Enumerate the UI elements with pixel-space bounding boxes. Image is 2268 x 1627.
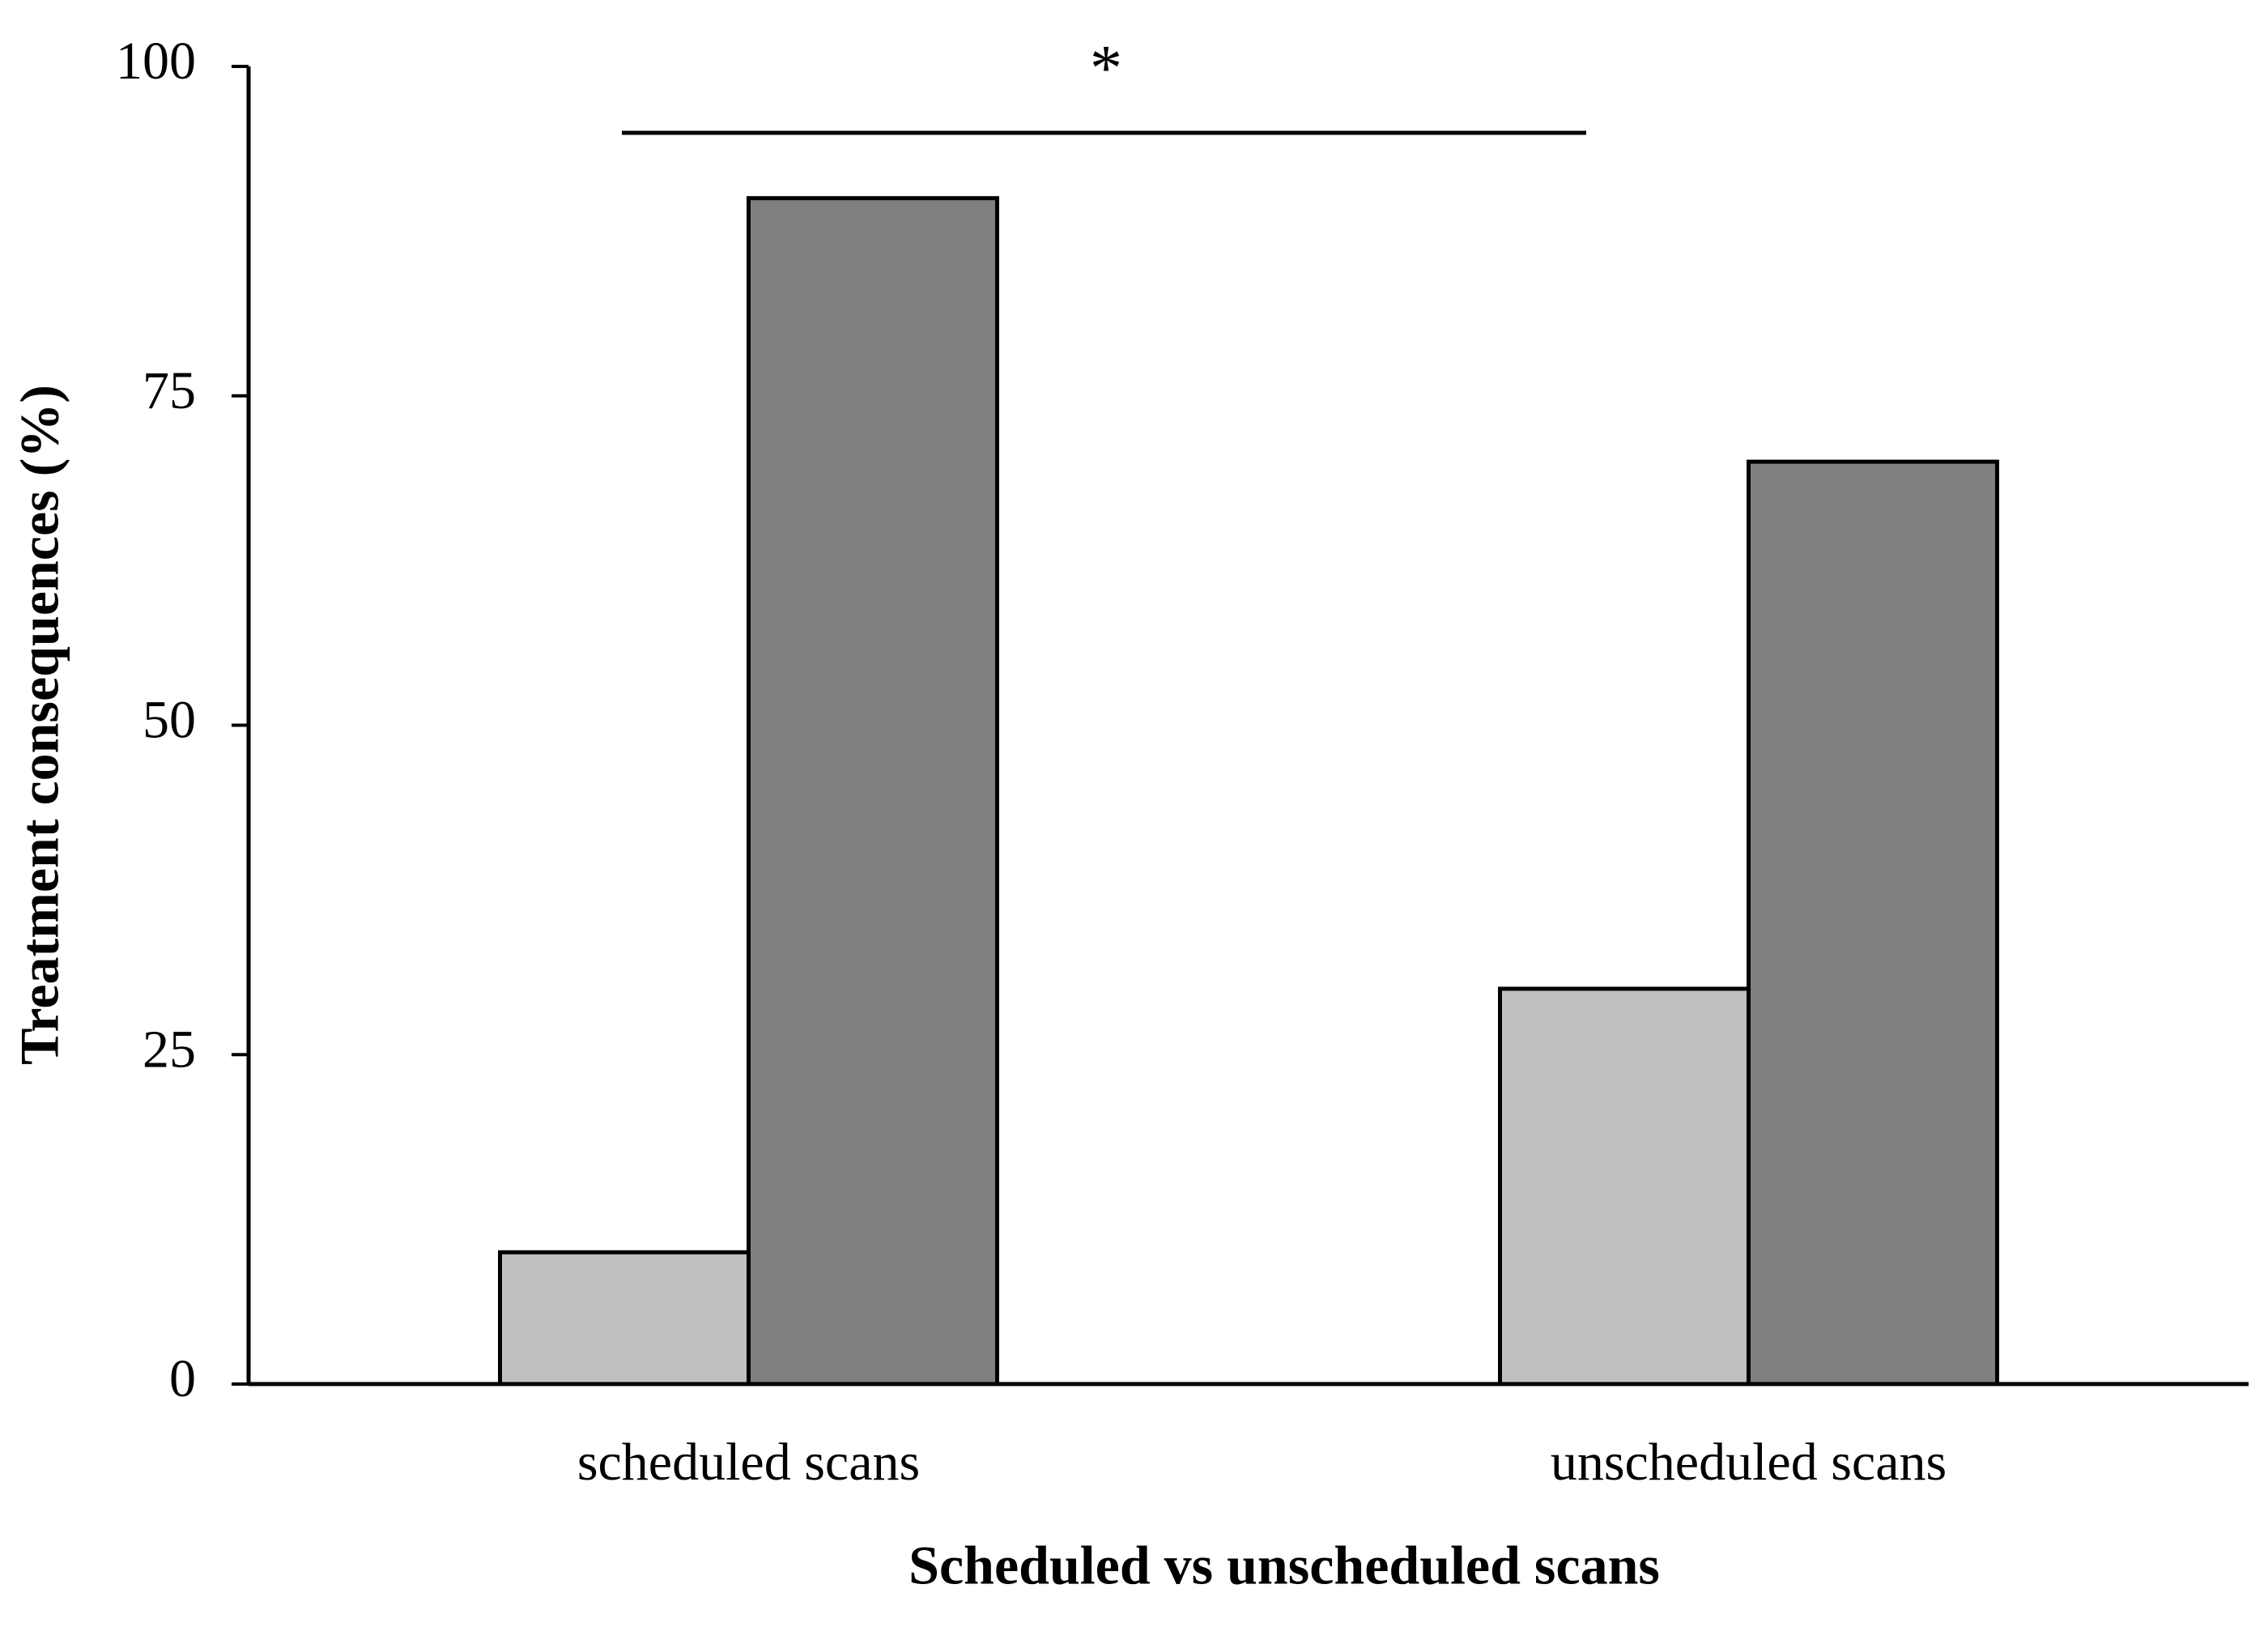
x-axis-label: Scheduled vs unscheduled scans: [908, 1535, 1660, 1596]
y-tick-label: 0: [169, 1349, 196, 1408]
y-axis-label: Treatment consequences (%): [9, 385, 70, 1065]
y-tick-label: 50: [143, 691, 196, 750]
bar: [498, 1250, 751, 1386]
y-tick-label: 100: [116, 32, 196, 91]
y-tick-label: 25: [143, 1020, 196, 1079]
bar: [1498, 986, 1751, 1386]
bar: [1747, 459, 1999, 1386]
significance-marker: *: [1090, 32, 1122, 104]
bar: [747, 196, 999, 1386]
x-tick-label: unscheduled scans: [1551, 1433, 1947, 1492]
x-tick-label: scheduled scans: [577, 1433, 920, 1492]
y-tick-label: 75: [143, 361, 196, 420]
